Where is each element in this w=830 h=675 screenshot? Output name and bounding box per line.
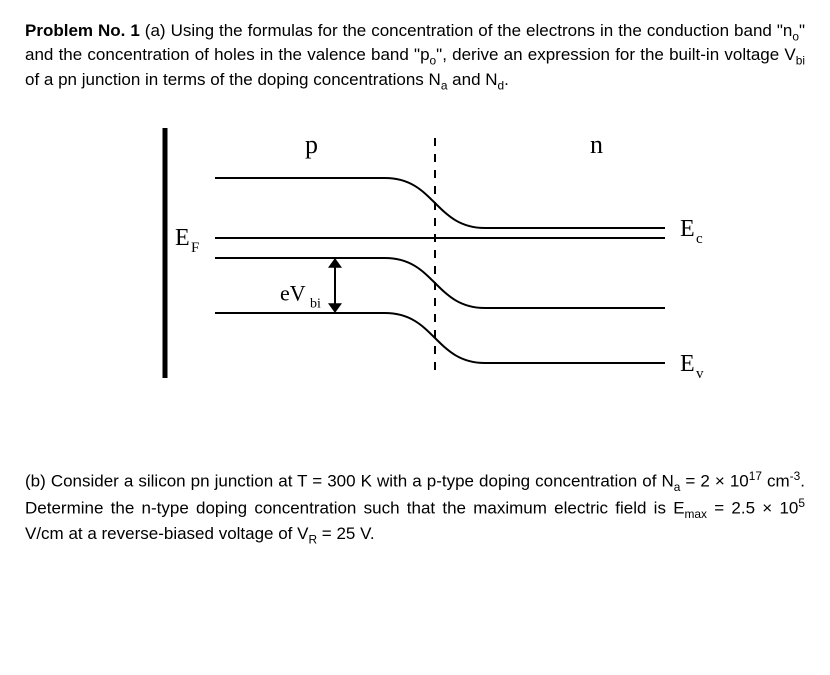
svg-text:E: E (680, 216, 695, 242)
band-diagram-svg: pnEFEcEveVbi (105, 118, 725, 408)
part-a-text: Problem No. 1 (a) Using the formulas for… (25, 20, 805, 93)
svg-text:E: E (175, 225, 190, 251)
svg-text:n: n (590, 130, 603, 159)
problem-label: Problem No. 1 (25, 21, 140, 40)
svg-text:E: E (680, 351, 695, 377)
svg-text:c: c (696, 231, 703, 247)
svg-text:eV: eV (280, 281, 306, 306)
part-b-text: (b) Consider a silicon pn junction at T … (25, 468, 805, 547)
svg-text:F: F (191, 240, 199, 256)
svg-text:bi: bi (310, 297, 321, 312)
svg-text:p: p (305, 130, 318, 159)
band-diagram: pnEFEcEveVbi (25, 118, 805, 408)
svg-text:v: v (696, 366, 704, 382)
